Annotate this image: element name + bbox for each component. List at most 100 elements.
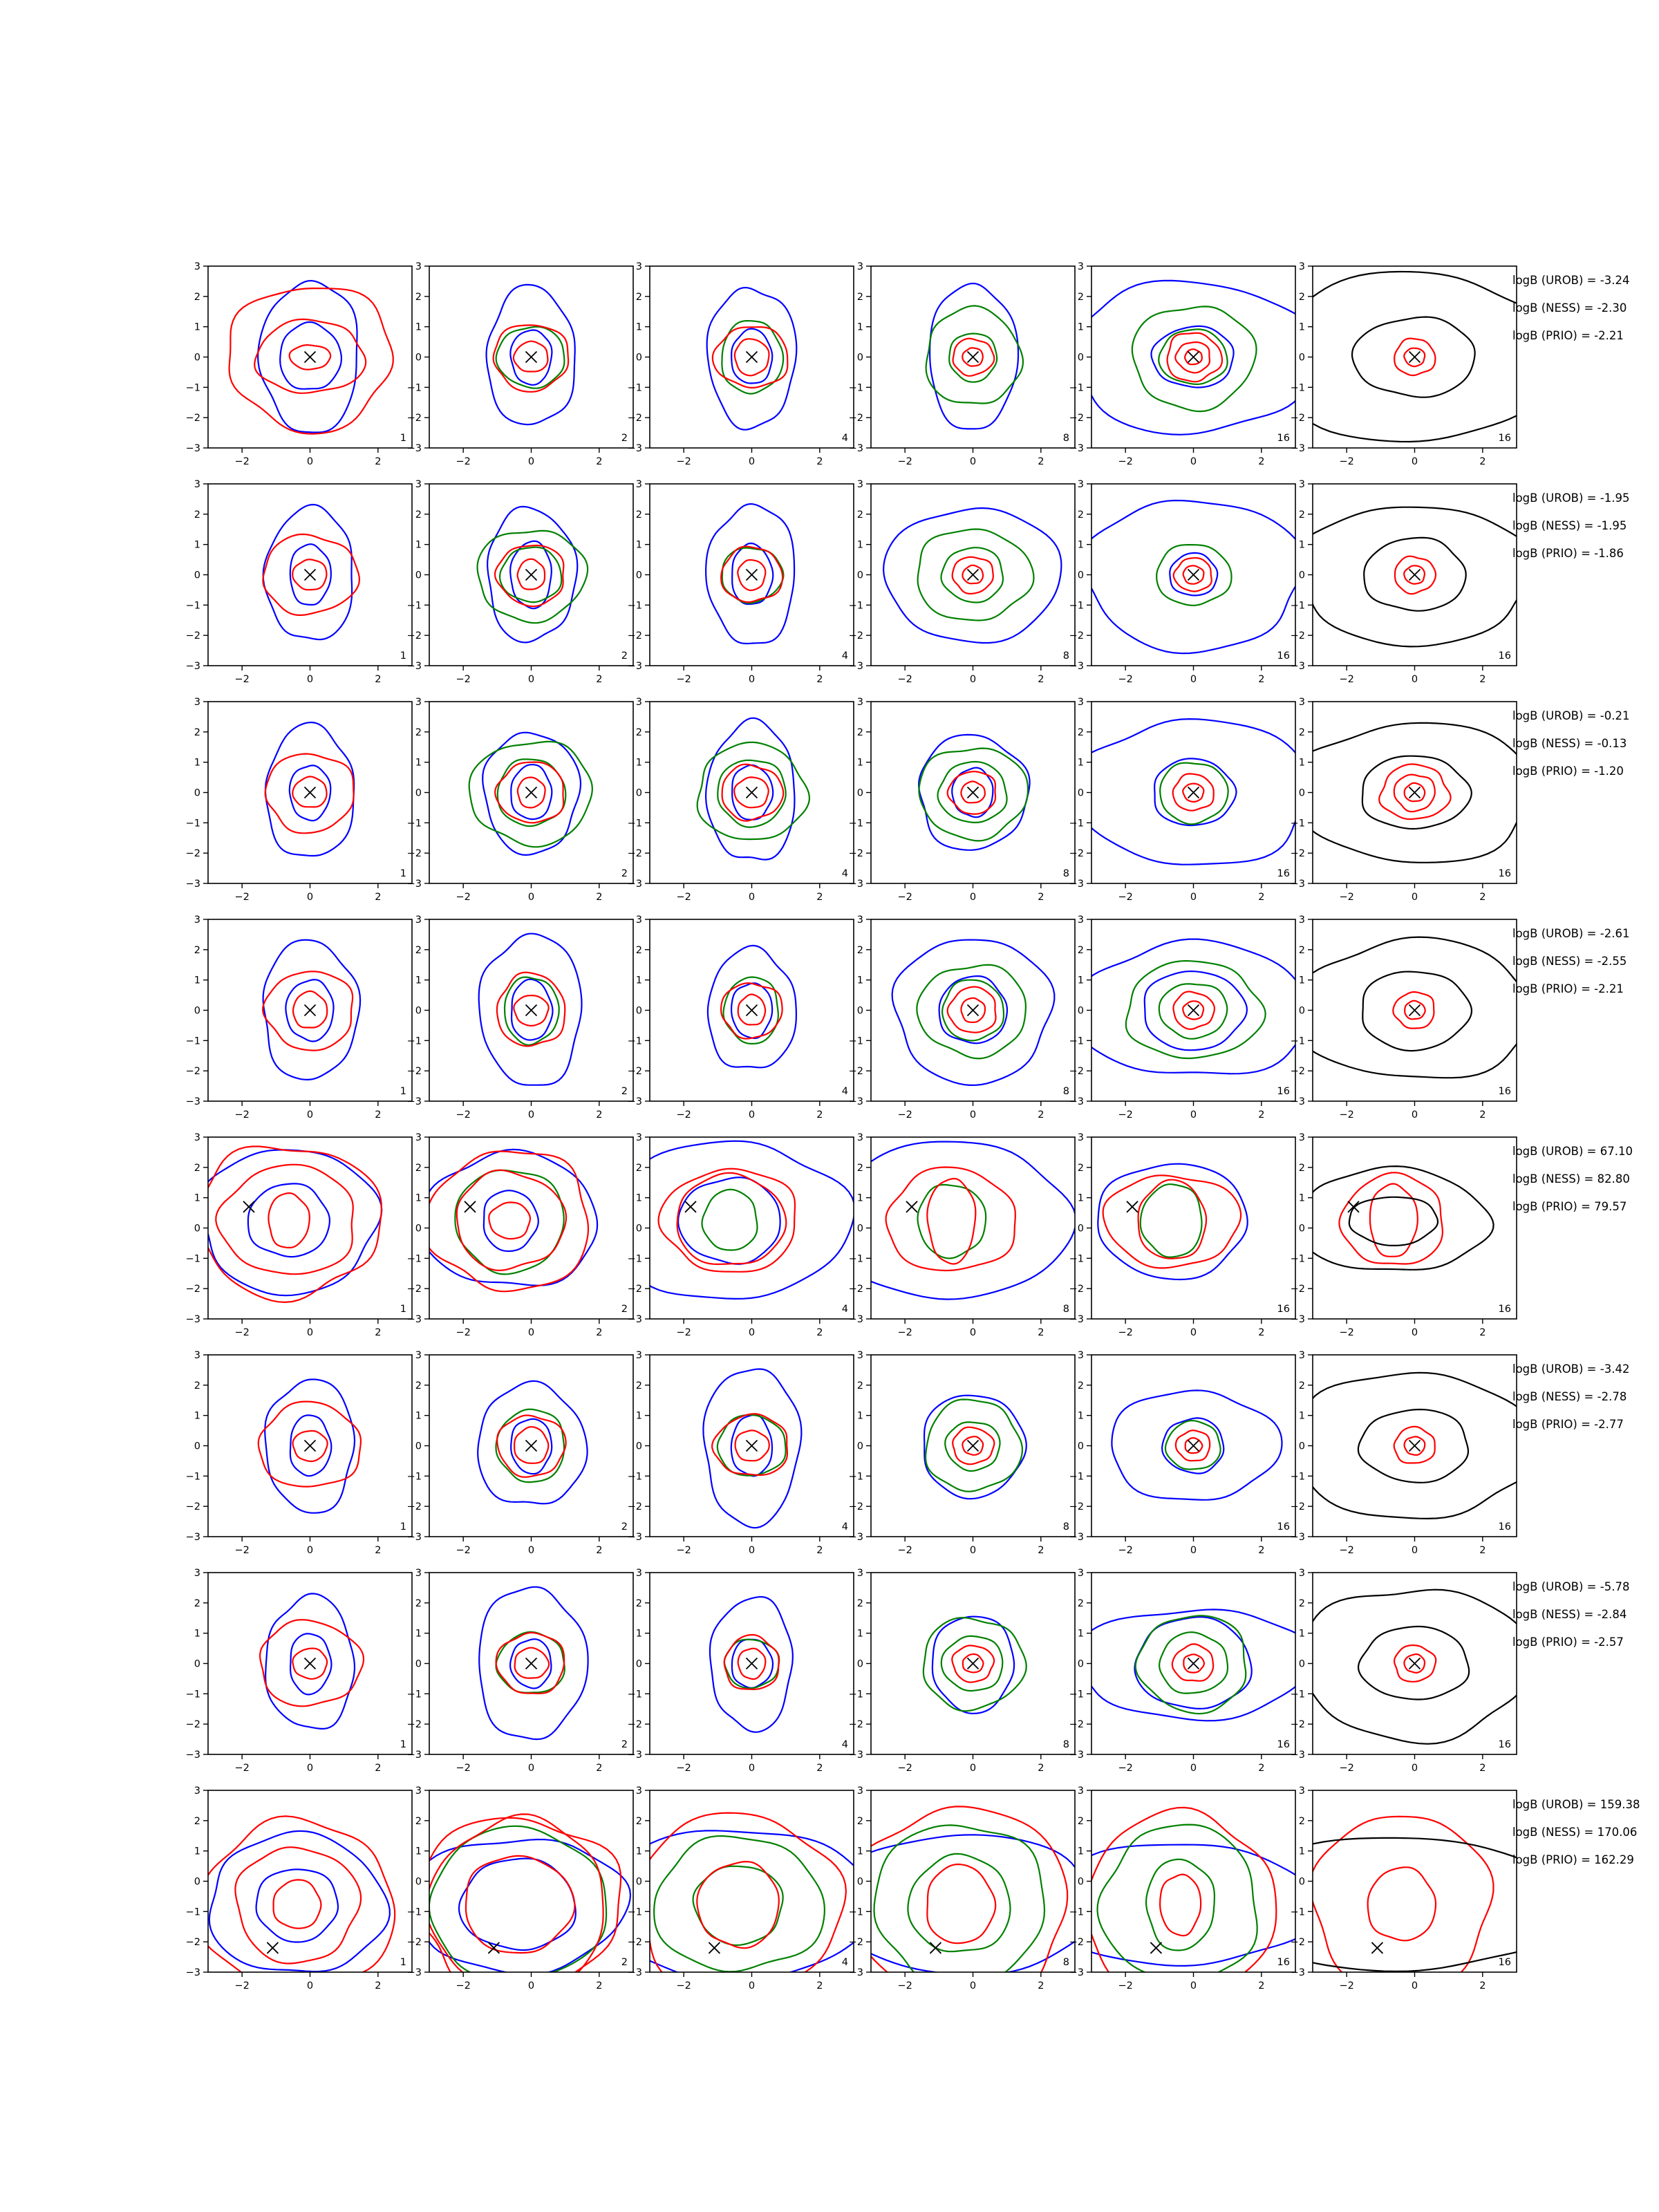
x-tick-label: 0 (749, 1109, 755, 1121)
bayes-factor-label: logB (NESS) = -2.84 (1512, 1608, 1627, 1621)
y-tick-label: −1 (628, 600, 642, 611)
panel-plot-area (228, 279, 394, 435)
truth-marker (745, 786, 758, 799)
contour-blue-1 (279, 321, 342, 390)
y-tick-label: −1 (1291, 1035, 1305, 1047)
truth-marker (1150, 1942, 1163, 1954)
y-tick-label: −3 (849, 1096, 863, 1107)
y-tick-label: 1 (194, 758, 200, 769)
contour-red-2 (871, 1806, 1069, 1972)
x-tick-label: 2 (1258, 674, 1264, 685)
y-tick-label: 0 (636, 1006, 642, 1017)
x-tick-label: 0 (749, 1980, 755, 1991)
y-tick-label: 3 (415, 1132, 422, 1143)
contour-red-1 (676, 1172, 787, 1266)
x-tick-label: −2 (1339, 456, 1353, 467)
y-tick-label: −3 (628, 1096, 642, 1107)
y-tick-label: 0 (194, 1006, 200, 1017)
x-tick-label: 0 (307, 1109, 313, 1121)
x-tick-label: −2 (456, 674, 470, 685)
y-tick-label: 3 (415, 261, 422, 272)
y-tick-label: 1 (194, 1629, 200, 1640)
x-tick-label: 0 (307, 1545, 313, 1556)
panel-r8-c2: −2 0 2 3 2 1 0 −1 −2 −3 2 (407, 1785, 634, 1991)
contour-blue-2 (264, 721, 355, 857)
y-tick-label: 0 (1299, 788, 1305, 799)
y-tick-label: −1 (186, 1035, 200, 1047)
x-tick-label: 2 (1479, 456, 1485, 467)
y-tick-label: 1 (1299, 758, 1305, 769)
y-tick-label: 1 (194, 540, 200, 551)
y-tick-label: −3 (186, 1532, 200, 1543)
x-tick-label: −2 (676, 456, 691, 467)
y-tick-label: 1 (194, 975, 200, 986)
panel-corner-label: 4 (842, 650, 848, 662)
truth-marker (966, 1004, 980, 1017)
panel-corner-label: 2 (621, 1739, 628, 1750)
contour-green-1 (721, 320, 785, 395)
x-tick-label: 2 (1258, 892, 1264, 903)
x-tick-label: −2 (897, 1327, 912, 1338)
truth-marker (1408, 1439, 1421, 1452)
y-tick-label: −1 (1069, 818, 1084, 829)
x-tick-label: 0 (1190, 1545, 1197, 1556)
y-tick-label: 2 (636, 1163, 642, 1174)
x-tick-label: 0 (1190, 674, 1197, 685)
truth-marker (1347, 1201, 1360, 1213)
panel-corner-label: 4 (842, 1739, 848, 1750)
x-tick-label: 2 (375, 674, 381, 685)
y-tick-label: 1 (194, 1411, 200, 1422)
panel-plot-area (485, 283, 576, 426)
bayes-factor-label: logB (PRIO) = -2.21 (1512, 329, 1624, 342)
y-tick-label: 0 (1078, 570, 1084, 581)
y-tick-label: 1 (415, 1193, 422, 1204)
y-tick-label: −3 (1291, 1532, 1305, 1543)
y-tick-label: 2 (194, 1163, 200, 1174)
y-tick-label: 2 (1078, 1380, 1084, 1391)
y-tick-label: −2 (1291, 1066, 1305, 1077)
x-tick-label: 0 (1190, 1763, 1197, 1774)
panel-r2-c2: −2 0 2 3 2 1 0 −1 −2 −3 2 (407, 479, 634, 685)
y-tick-label: 3 (194, 479, 200, 490)
y-tick-label: 0 (194, 1659, 200, 1670)
contour-blue-2 (704, 503, 796, 645)
contour-green-2 (476, 529, 589, 624)
y-tick-label: 2 (857, 509, 863, 521)
panel-plot-area (1313, 1371, 1517, 1520)
y-tick-label: −3 (407, 443, 422, 454)
y-tick-label: −1 (1291, 1689, 1305, 1700)
y-tick-label: −2 (1069, 413, 1084, 424)
truth-marker (745, 568, 758, 581)
contour-green-1 (717, 759, 787, 828)
panel-plot-area (709, 1595, 794, 1733)
y-tick-label: −3 (186, 1967, 200, 1978)
y-tick-label: 2 (1299, 1380, 1305, 1391)
truth-marker (1371, 1942, 1384, 1954)
panel-corner-label: 16 (1277, 1086, 1290, 1097)
y-tick-label: 0 (415, 1659, 422, 1670)
contour-red-2 (257, 1400, 362, 1488)
contour-red-1 (1403, 347, 1426, 368)
x-tick-label: −2 (456, 456, 470, 467)
y-tick-label: 3 (636, 1785, 642, 1797)
contour-green-1 (495, 326, 565, 389)
x-tick-label: 2 (596, 674, 602, 685)
y-tick-label: 3 (194, 1568, 200, 1579)
y-tick-label: −2 (186, 848, 200, 859)
x-tick-label: −2 (1118, 456, 1132, 467)
contour-blue-1 (1091, 1844, 1295, 1967)
y-tick-label: −1 (849, 1471, 863, 1482)
contour-blue-2 (482, 731, 582, 856)
x-tick-label: −2 (676, 1980, 691, 1991)
panel-corner-label: 1 (400, 1086, 406, 1097)
panel-r1-c3: −2 0 2 3 2 1 0 −1 −2 −3 4 (628, 261, 854, 467)
y-tick-label: 3 (415, 479, 422, 490)
truth-marker (906, 1201, 918, 1213)
contour-red-1 (960, 997, 986, 1023)
panel-plot-area (259, 1593, 365, 1730)
y-tick-label: 1 (415, 758, 422, 769)
x-tick-label: −2 (1118, 1545, 1132, 1556)
y-tick-label: −3 (849, 443, 863, 454)
contour-blue-2 (1091, 279, 1295, 435)
contour-red-2 (1392, 991, 1435, 1029)
